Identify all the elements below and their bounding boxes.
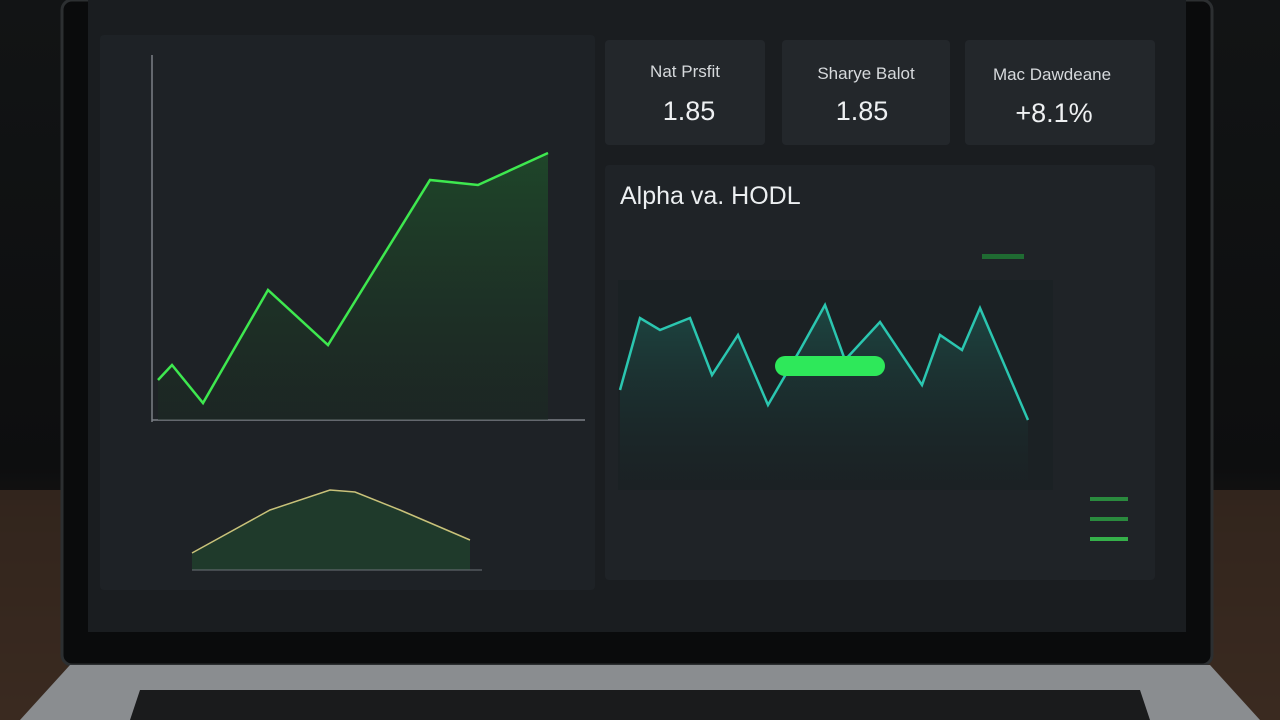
- legend-swatch: [1090, 497, 1128, 501]
- kpi-label: Mac Dawdeane: [993, 65, 1111, 84]
- area: [620, 305, 1028, 480]
- kpi-label: Sharye Balot: [817, 64, 915, 83]
- kpi-card: [605, 40, 765, 145]
- kpi-value: 1.85: [836, 96, 889, 126]
- area: [158, 153, 548, 420]
- kpi-label: Nat Prsfit: [650, 62, 720, 81]
- kpi-card: [782, 40, 950, 145]
- line: [618, 301, 1030, 421]
- kpi-value: +8.1%: [1015, 98, 1092, 128]
- legend-swatch: [982, 254, 1024, 259]
- legend-swatch: [1090, 517, 1128, 521]
- highlight-bar: [775, 356, 885, 376]
- panel-title: Alpha va. HODL: [620, 182, 801, 210]
- kpi-card: [965, 40, 1155, 145]
- line: [157, 151, 549, 406]
- legend-swatch: [1090, 537, 1128, 541]
- kpi-value: 1.85: [663, 96, 716, 126]
- area: [192, 490, 470, 570]
- line: [191, 489, 471, 554]
- keyboard: [130, 690, 1150, 720]
